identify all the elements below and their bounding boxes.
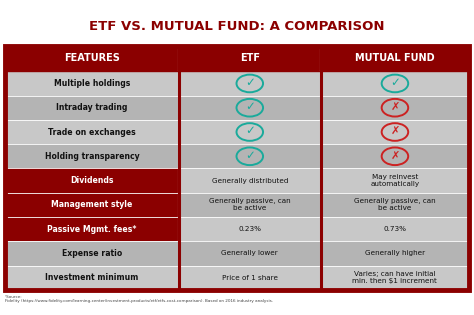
Text: Price of 1 share: Price of 1 share (222, 275, 278, 281)
Text: ✓: ✓ (245, 76, 255, 89)
Bar (320, 241, 469, 266)
Text: 0.23%: 0.23% (238, 226, 261, 232)
Text: *Source:
Fidelity (https://www.fidelity.com/learning-center/investment-products/: *Source: Fidelity (https://www.fidelity.… (5, 295, 273, 303)
Bar (5, 46, 469, 290)
Text: ✗: ✗ (390, 151, 400, 161)
Bar (320, 46, 469, 71)
Text: Investment minimum: Investment minimum (45, 273, 138, 282)
Bar (5, 71, 179, 95)
Text: Generally passive, can
be active: Generally passive, can be active (209, 198, 291, 211)
Bar (320, 71, 469, 95)
Text: Multiple holdings: Multiple holdings (54, 79, 130, 88)
Text: Expense ratio: Expense ratio (62, 249, 122, 258)
Bar (179, 144, 320, 169)
Text: Generally lower: Generally lower (221, 250, 278, 256)
Text: ETF: ETF (240, 54, 260, 64)
Text: Generally distributed: Generally distributed (211, 178, 288, 184)
Text: MUTUAL FUND: MUTUAL FUND (355, 54, 435, 64)
Text: Management style: Management style (51, 200, 133, 209)
Bar (179, 71, 320, 95)
Text: ETF VS. MUTUAL FUND: A COMPARISON: ETF VS. MUTUAL FUND: A COMPARISON (89, 20, 385, 33)
Text: May reinvest
automatically: May reinvest automatically (370, 174, 419, 187)
Bar (5, 193, 179, 217)
Bar (179, 266, 320, 290)
Bar (320, 193, 469, 217)
Bar (179, 169, 320, 193)
Bar (320, 169, 469, 193)
Bar (320, 217, 469, 241)
Text: Trade on exchanges: Trade on exchanges (48, 128, 136, 136)
Bar (179, 193, 320, 217)
Text: Varies; can have initial
min. then $1 increment: Varies; can have initial min. then $1 in… (353, 271, 438, 284)
Bar (320, 95, 469, 120)
Bar (5, 46, 179, 71)
Bar (5, 144, 179, 169)
Bar (320, 266, 469, 290)
Bar (5, 217, 179, 241)
Text: Generally passive, can
be active: Generally passive, can be active (354, 198, 436, 211)
Bar (179, 46, 320, 71)
Bar (5, 266, 179, 290)
Text: Holding transparency: Holding transparency (45, 152, 139, 161)
Text: ✓: ✓ (245, 124, 255, 137)
Bar (179, 241, 320, 266)
Text: Dividends: Dividends (70, 176, 114, 185)
Bar (5, 120, 179, 144)
Text: ✗: ✗ (390, 126, 400, 136)
Bar (5, 241, 179, 266)
Bar (320, 120, 469, 144)
Text: ✗: ✗ (390, 102, 400, 112)
Bar (5, 95, 179, 120)
Text: Intraday trading: Intraday trading (56, 103, 128, 112)
Text: FEATURES: FEATURES (64, 54, 120, 64)
Text: ✓: ✓ (245, 100, 255, 113)
Bar (179, 217, 320, 241)
Bar (179, 120, 320, 144)
Text: ✓: ✓ (390, 76, 400, 89)
Bar (5, 169, 179, 193)
Bar (320, 144, 469, 169)
Text: 0.73%: 0.73% (383, 226, 406, 232)
Bar (179, 95, 320, 120)
Text: ✓: ✓ (245, 148, 255, 162)
Text: Generally higher: Generally higher (365, 250, 425, 256)
Text: Passive Mgmt. fees*: Passive Mgmt. fees* (47, 225, 137, 234)
